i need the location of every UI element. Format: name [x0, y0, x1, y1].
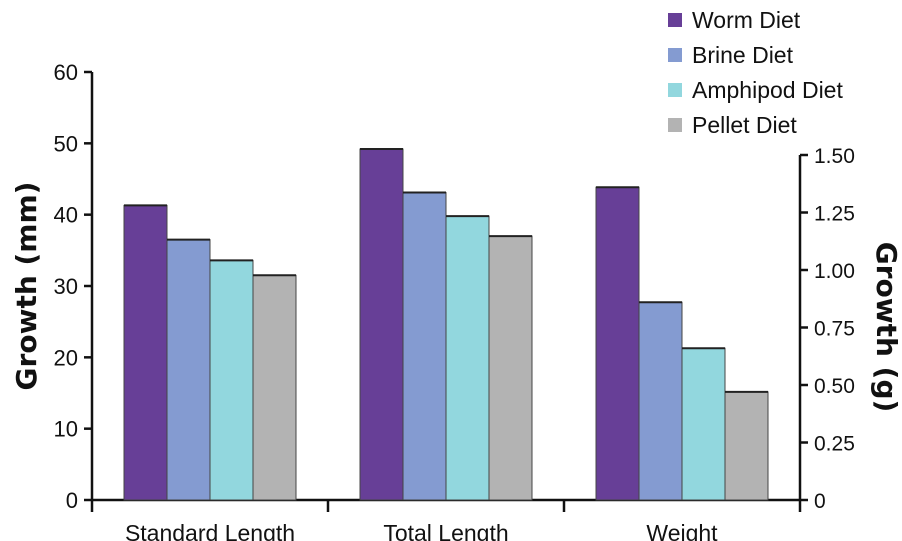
right-y-axis: 0 0.25 0.50 0.75 1.00 1.25 1.50 — [798, 145, 855, 513]
legend-label: Worm Diet — [692, 7, 801, 33]
left-y-axis: 0 10 20 30 40 50 60 — [54, 60, 94, 513]
y-tick-label: 10 — [54, 417, 78, 442]
y-tick-label: 50 — [54, 131, 78, 156]
legend-label: Pellet Diet — [692, 112, 797, 138]
y2-tick-label: 0 — [814, 490, 826, 513]
bars — [123, 148, 769, 501]
legend-swatch — [668, 48, 682, 62]
legend-label: Brine Diet — [692, 42, 794, 68]
legend-swatch — [668, 83, 682, 97]
y-tick-label: 40 — [54, 203, 78, 228]
bar — [445, 215, 490, 501]
x-axis: Standard Length Total Length Weight — [90, 498, 802, 541]
y2-tick-label: 0.75 — [814, 318, 855, 341]
bar — [252, 274, 297, 501]
bar — [724, 391, 769, 501]
x-tick-label: Weight — [646, 520, 718, 541]
y2-tick-label: 1.00 — [814, 260, 855, 283]
bar — [123, 204, 168, 501]
legend: Worm Diet Brine Diet Amphipod Diet Pellet D… — [668, 7, 843, 138]
legend-swatch — [668, 13, 682, 27]
x-tick-label: Standard Length — [125, 520, 295, 541]
y2-tick-label: 0.25 — [814, 433, 855, 456]
bar — [359, 148, 404, 501]
y2-tick-label: 1.25 — [814, 203, 855, 226]
y2-tick-label: 0.50 — [814, 375, 855, 398]
bar — [595, 186, 640, 501]
bar — [488, 235, 533, 501]
y-tick-label: 20 — [54, 345, 78, 370]
legend-swatch — [668, 118, 682, 132]
bar — [402, 192, 447, 501]
bar — [209, 259, 254, 501]
y-tick-label: 0 — [66, 488, 78, 513]
y-tick-label: 60 — [54, 60, 78, 85]
bar — [166, 239, 211, 501]
y-tick-label: 30 — [54, 274, 78, 299]
bar — [638, 301, 683, 501]
y2-axis-title: Growth (g) — [870, 242, 902, 413]
y2-tick-label: 1.50 — [814, 145, 855, 168]
y-axis-title: Growth (mm) — [10, 182, 43, 391]
legend-label: Amphipod Diet — [692, 77, 843, 103]
bar — [681, 347, 726, 501]
x-tick-label: Total Length — [383, 520, 508, 541]
